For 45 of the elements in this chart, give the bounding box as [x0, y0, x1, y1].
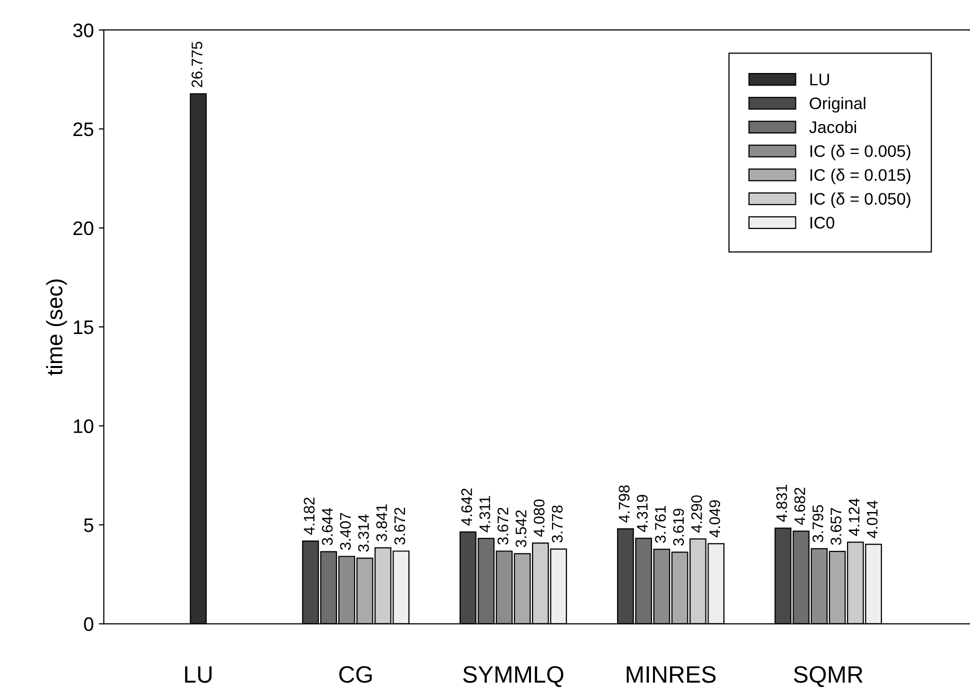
- data-label: 26.775: [192, 42, 202, 88]
- data-label: 4.798: [618, 485, 630, 523]
- y-tick-label: 20: [73, 221, 94, 236]
- data-label: 3.407: [340, 512, 351, 550]
- legend-label: IC (δ = 0.015): [810, 168, 910, 184]
- data-label: 4.682: [794, 488, 806, 525]
- data-label: 3.657: [830, 508, 842, 545]
- data-label: 4.014: [866, 500, 878, 538]
- data-label: 3.619: [673, 508, 684, 546]
- data-label: 4.290: [691, 495, 702, 533]
- legend-label: IC (δ = 0.050): [810, 192, 910, 208]
- legend-label: Original: [810, 97, 866, 113]
- data-label: 3.644: [322, 508, 333, 546]
- x-tick-label: MINRES: [626, 666, 716, 683]
- y-tick-label: 15: [74, 320, 94, 334]
- data-label: 4.311: [479, 496, 490, 532]
- legend-label: IC (δ = 0.005): [810, 144, 910, 160]
- legend-label: IC0: [810, 216, 834, 229]
- data-label: 3.841: [376, 504, 388, 542]
- data-label: 3.672: [498, 508, 508, 545]
- data-label: 3.795: [812, 505, 824, 542]
- y-axis-title: time (sec): [46, 280, 67, 376]
- data-label: 4.831: [776, 484, 788, 522]
- y-tick-label: 5: [84, 518, 94, 532]
- data-label: 4.080: [534, 499, 545, 537]
- legend-label: Jacobi: [809, 120, 856, 134]
- x-tick-label: SQMR: [794, 666, 863, 688]
- data-label: 4.049: [709, 500, 720, 538]
- x-tick-label: CG: [339, 666, 372, 683]
- data-label: 4.642: [461, 488, 472, 526]
- y-tick-label: 25: [73, 122, 94, 136]
- data-label: 3.542: [516, 510, 526, 548]
- data-label: 3.314: [358, 514, 369, 552]
- legend-label: LU: [810, 74, 829, 86]
- data-label: 3.761: [654, 506, 666, 543]
- data-label: 4.182: [304, 498, 315, 535]
- y-tick-label: 30: [73, 23, 94, 38]
- y-tick-label: 10: [74, 419, 94, 434]
- data-label: 3.672: [394, 508, 406, 545]
- y-tick-label: 0: [84, 617, 94, 632]
- x-tick-label: LU: [185, 666, 212, 683]
- data-label: 4.319: [636, 494, 648, 532]
- x-tick-label: SYMMLQ: [463, 666, 564, 688]
- data-label: 3.778: [552, 506, 563, 543]
- data-label: 4.124: [848, 498, 860, 536]
